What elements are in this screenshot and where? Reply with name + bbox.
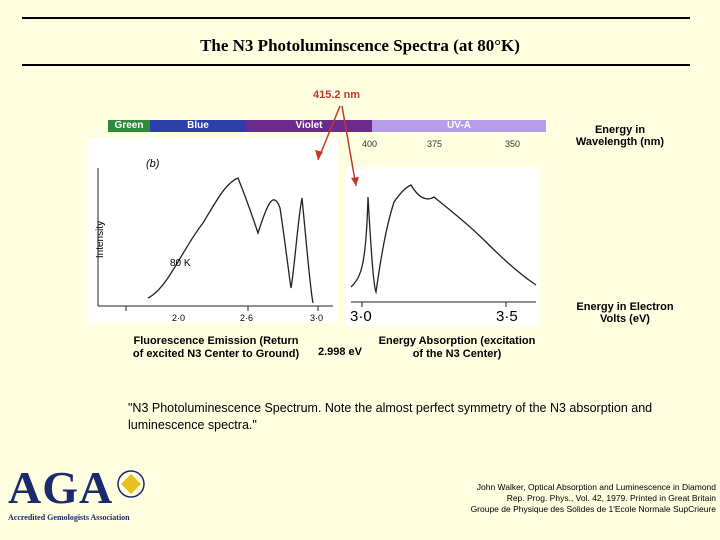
tick-350: 350 (505, 139, 521, 149)
emission-chart: (b) 80 K Intensity 2·0 2·6 3·0 (88, 138, 338, 323)
emission-svg (97, 168, 333, 311)
tick-375: 375 (427, 139, 443, 149)
reference-line-1: John Walker, Optical Absorption and Lumi… (476, 482, 716, 492)
aga-logo: AGA Accredited Gemologists Association (8, 465, 158, 527)
page-title: The N3 Photoluminscence Spectra (at 80°K… (200, 36, 520, 55)
quote-text: "N3 Photoluminescence Spectrum. Note the… (128, 401, 653, 432)
left-tick-3: 3·0 (310, 313, 324, 323)
band-uva: UV-A (372, 120, 546, 132)
reference-block: John Walker, Optical Absorption and Lumi… (396, 482, 716, 515)
energy-wavelength-label: Energy in Wavelength (nm) (575, 124, 665, 148)
title-rule (22, 64, 690, 66)
absorption-caption: Energy Absorption (excitation of the N3 … (378, 335, 536, 360)
absorption-svg (350, 184, 537, 307)
diamond-icon (117, 470, 145, 498)
band-violet: Violet (246, 120, 372, 132)
left-tick-2: 2·6 (240, 313, 254, 323)
absorption-chart: 3·0 3·5 (346, 167, 540, 327)
right-tick-2: 3·5 (496, 308, 518, 325)
ev-value: 2.998 eV (317, 346, 363, 358)
reference-line-3: Groupe de Physique des Solides de 1'Ecol… (470, 504, 716, 514)
left-tick-1: 2·0 (172, 313, 186, 323)
peak-label: 415.2 nm (313, 89, 361, 101)
right-tick-1: 3·0 (350, 308, 372, 325)
band-green: Green (108, 120, 150, 132)
band-blue: Blue (150, 120, 246, 132)
tick-400: 400 (362, 139, 378, 149)
fluorescence-caption: Fluorescence Emission (Return of excited… (132, 335, 300, 360)
logo-text: AGA (8, 462, 114, 513)
label-temp: 80 K (170, 258, 191, 269)
reference-line-2: Rep. Prog. Phys., Vol. 42, 1979. Printed… (506, 493, 716, 503)
label-b: (b) (146, 158, 160, 170)
top-rule (22, 17, 690, 19)
logo-subtitle: Accredited Gemologists Association (8, 513, 130, 522)
energy-ev-label: Energy in Electron Volts (eV) (576, 301, 674, 325)
